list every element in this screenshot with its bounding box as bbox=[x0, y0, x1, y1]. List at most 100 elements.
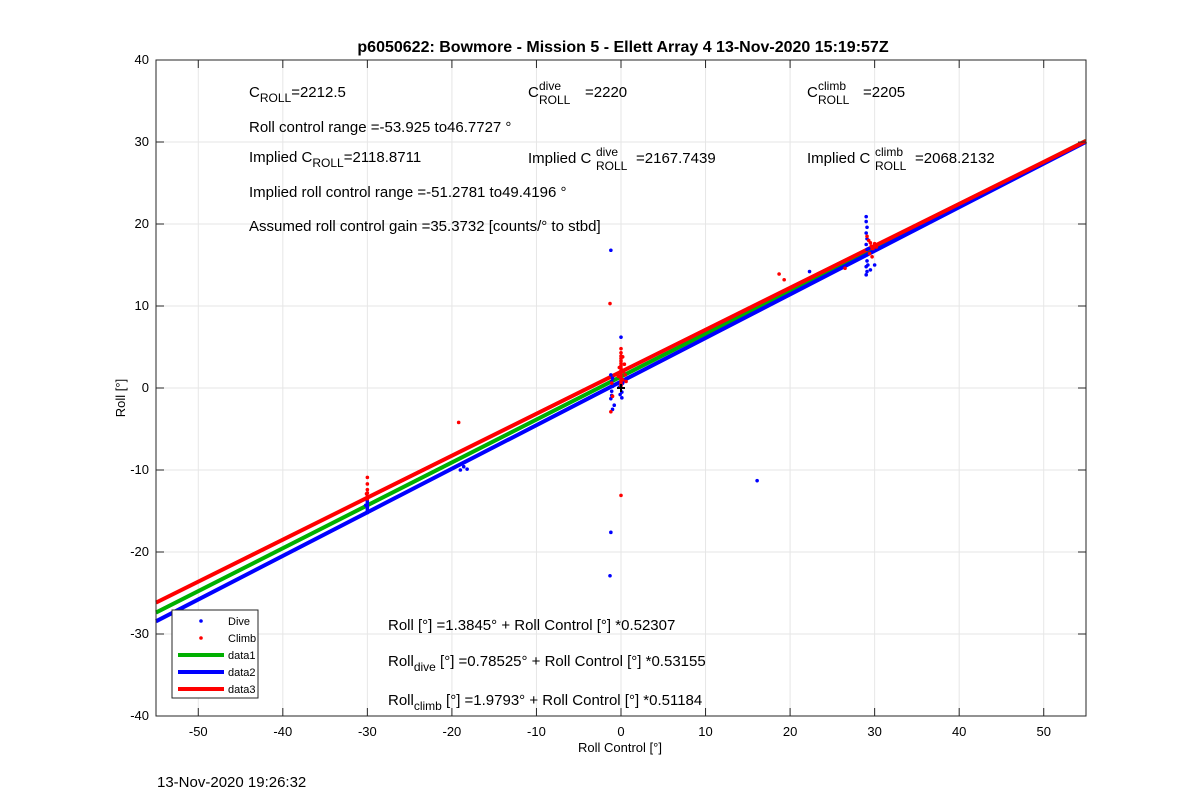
point-climb bbox=[617, 365, 622, 370]
data-points bbox=[363, 214, 879, 578]
c-roll-dive-annotation: C dive ROLL =2220 bbox=[528, 79, 627, 107]
point-dive bbox=[610, 384, 615, 389]
svg-text:ROLL: ROLL bbox=[875, 159, 907, 173]
svg-text:dive: dive bbox=[539, 79, 561, 93]
point-climb bbox=[616, 374, 621, 379]
origin-marker bbox=[617, 384, 625, 392]
svg-text:C: C bbox=[807, 84, 818, 101]
point-climb bbox=[456, 420, 461, 425]
point-climb bbox=[619, 350, 623, 355]
point-dive bbox=[609, 530, 613, 535]
point-climb bbox=[365, 496, 370, 501]
point-climb bbox=[867, 251, 872, 256]
point-dive bbox=[866, 246, 871, 251]
point-climb bbox=[624, 379, 628, 384]
legend-marker-dive bbox=[199, 619, 203, 623]
point-climb bbox=[874, 245, 879, 249]
x-tick-label: 50 bbox=[1036, 724, 1050, 739]
point-dive bbox=[609, 373, 613, 377]
y-tick-label: 10 bbox=[135, 298, 149, 313]
svg-text:dive: dive bbox=[596, 145, 618, 159]
point-climb bbox=[619, 346, 623, 351]
implied-c-roll-dive-annotation: Implied C dive ROLL =2167.7439 bbox=[528, 145, 716, 173]
point-dive bbox=[608, 573, 612, 578]
svg-text:ROLL: ROLL bbox=[539, 93, 571, 107]
fit-equation-climb: Rollclimb [°] =1.9793° + Roll Control [°… bbox=[388, 692, 702, 713]
legend-label-data2: data2 bbox=[228, 667, 256, 679]
point-climb bbox=[620, 378, 625, 382]
point-climb bbox=[868, 241, 873, 245]
point-climb bbox=[870, 254, 874, 259]
point-climb bbox=[619, 359, 623, 363]
c-roll-annotation: CROLL=2212.5 bbox=[249, 84, 346, 105]
legend-label-data3: data3 bbox=[228, 684, 256, 696]
legend-label-data1: data1 bbox=[228, 650, 256, 662]
legend-marker-climb bbox=[199, 636, 203, 640]
point-dive bbox=[612, 403, 617, 408]
point-dive bbox=[868, 268, 873, 272]
implied-roll-control-range: Implied roll control range =-51.2781 to4… bbox=[249, 184, 566, 201]
y-axis-label: Roll [°] bbox=[113, 379, 128, 417]
point-dive bbox=[620, 396, 624, 400]
point-climb bbox=[608, 301, 612, 306]
y-tick-label: -30 bbox=[130, 626, 149, 641]
point-dive bbox=[609, 248, 613, 253]
x-tick-label: 30 bbox=[867, 724, 881, 739]
point-dive bbox=[461, 464, 466, 469]
point-dive bbox=[864, 242, 868, 247]
point-climb bbox=[872, 241, 877, 246]
point-climb bbox=[782, 277, 786, 282]
point-dive bbox=[610, 376, 615, 380]
x-tick-label: 20 bbox=[783, 724, 797, 739]
x-tick-label: -50 bbox=[189, 724, 208, 739]
point-dive bbox=[864, 253, 868, 257]
point-dive bbox=[465, 467, 469, 471]
point-dive bbox=[864, 214, 868, 219]
point-dive bbox=[755, 478, 759, 483]
point-climb bbox=[871, 246, 875, 251]
svg-text:climb: climb bbox=[875, 145, 903, 159]
svg-text:climb: climb bbox=[818, 79, 846, 93]
point-climb bbox=[620, 355, 625, 359]
point-climb bbox=[777, 272, 781, 276]
chart-title: p6050622: Bowmore - Mission 5 - Ellett A… bbox=[357, 39, 888, 56]
svg-text:=2167.7439: =2167.7439 bbox=[636, 150, 716, 167]
x-tick-label: -10 bbox=[527, 724, 546, 739]
svg-text:=2220: =2220 bbox=[585, 84, 627, 101]
point-climb bbox=[610, 394, 615, 399]
point-dive bbox=[365, 510, 370, 515]
y-tick-label: -40 bbox=[130, 708, 149, 723]
point-climb bbox=[619, 361, 623, 366]
point-climb bbox=[365, 487, 370, 492]
point-climb bbox=[619, 381, 623, 385]
point-climb bbox=[622, 362, 627, 367]
svg-text:Implied C: Implied C bbox=[528, 150, 592, 167]
x-axis-label: Roll Control [°] bbox=[578, 740, 662, 755]
point-dive bbox=[458, 468, 463, 472]
point-climb bbox=[865, 234, 869, 239]
legend-label-dive: Dive bbox=[228, 616, 250, 628]
roll-control-range: Roll control range =-53.925 to46.7727 ° bbox=[249, 119, 511, 136]
point-dive bbox=[365, 499, 370, 503]
point-dive bbox=[609, 389, 614, 394]
point-dive bbox=[864, 273, 868, 277]
point-climb bbox=[609, 381, 614, 385]
svg-text:C: C bbox=[528, 84, 539, 101]
point-dive bbox=[363, 503, 368, 508]
implied-c-roll-climb-annotation: Implied C climb ROLL =2068.2132 bbox=[807, 145, 995, 173]
point-dive bbox=[865, 259, 869, 263]
point-climb bbox=[619, 493, 623, 498]
point-dive bbox=[865, 269, 869, 274]
y-tick-label: 20 bbox=[135, 216, 149, 231]
x-tick-label: 40 bbox=[952, 724, 966, 739]
fit-equation-dive: Rolldive [°] =0.78525° + Roll Control [°… bbox=[388, 653, 706, 674]
point-dive bbox=[807, 269, 812, 274]
point-dive bbox=[866, 263, 870, 267]
point-dive bbox=[618, 392, 622, 397]
x-tick-label: -40 bbox=[273, 724, 292, 739]
point-dive bbox=[619, 335, 623, 339]
x-tick-label: -30 bbox=[358, 724, 377, 739]
y-tick-label: 30 bbox=[135, 134, 149, 149]
point-dive bbox=[864, 219, 868, 224]
